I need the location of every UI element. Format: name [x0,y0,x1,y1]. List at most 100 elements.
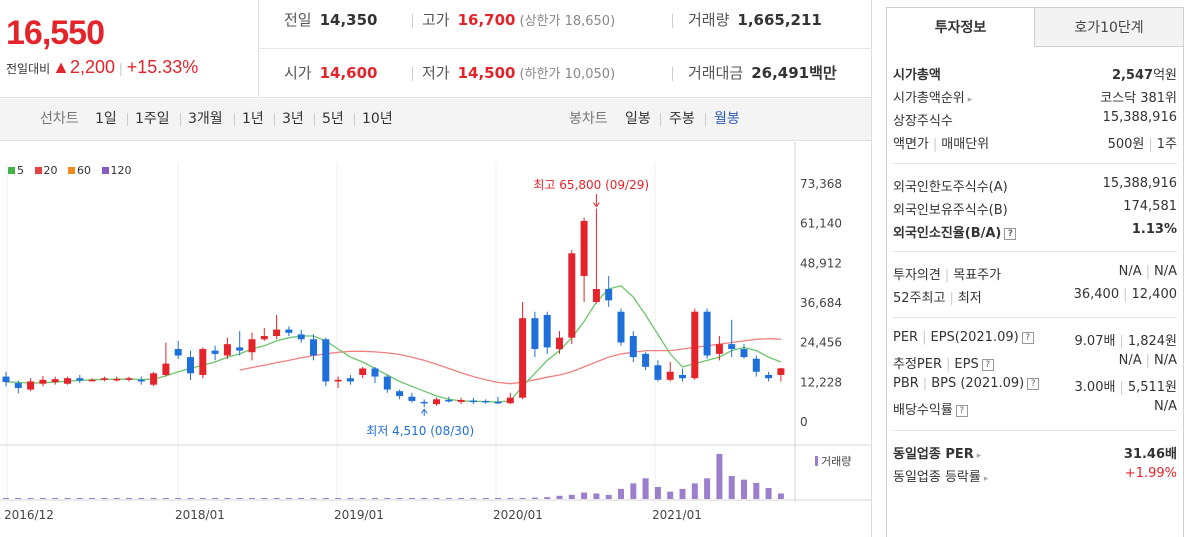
candle-body [728,344,736,350]
info-label[interactable]: 동일업종 PER ▸ [893,443,981,462]
help-icon[interactable]: ? [981,359,994,371]
candle-body [273,329,281,337]
candle [715,336,723,361]
legend-swatch [34,167,42,174]
candle-monthly-button[interactable]: 월봉 [714,111,740,127]
ma20-line [239,337,781,385]
volume-bar [765,487,772,499]
candle-body [629,336,637,358]
quote-prev: 전일 14,350 [284,11,378,29]
candle [642,352,650,371]
volume-bar [605,494,612,499]
legend-swatch [8,167,15,174]
info-value: N/A | N/A [1119,353,1177,368]
volume-bar [113,498,120,499]
chart-canvas[interactable]: 2016/12 2018/01 2019/01 2020/01 2021/01 73,36… [0,142,871,537]
info-label[interactable]: 추정PER | EPS? [893,353,994,372]
y-tick-label: 36,684 [800,296,842,310]
info-value-text: N/A [1118,353,1142,368]
info-label-text: 상장주식수 [893,114,953,129]
candle [359,366,367,379]
candle-body [506,397,514,404]
candle [199,347,207,379]
volume-bar [162,498,169,499]
info-label-text: 외국인한도주식수(A) [893,180,1008,195]
divider [672,67,673,81]
volume-bar [581,492,588,499]
period-1y-button[interactable]: 1년 [242,111,264,127]
info-row: 동일업종 등락률 ▸ +1.99% [893,463,1177,487]
divider: | [1145,264,1150,279]
help-icon[interactable]: ? [1021,332,1034,344]
volume-bar [76,498,83,499]
x-tick-label: 2021/01 [652,508,702,522]
candle-body [568,253,576,338]
period-5y-button[interactable]: 5년 [322,111,344,127]
divider: | [949,291,954,306]
candle [125,376,133,382]
info-label[interactable]: PER | EPS(2021.09)? [893,330,1034,345]
info-label[interactable]: 동일업종 등락률 ▸ [893,466,988,485]
candle-body [76,378,84,381]
info-value-text: 1,824원 [1127,334,1177,349]
period-10y-button[interactable]: 10년 [362,111,393,127]
price-summary: 16,550 전일대비 ▲2,200 | +15.33% [0,0,259,98]
info-value-text: 1주 [1156,137,1177,152]
candle [617,308,625,346]
high-annotation: 최고 65,800 (09/29) [533,178,649,192]
candle [174,340,182,359]
info-value: N/A [1154,399,1177,414]
info-row: PBR | BPS (2021.09)? 3.00배 | 5,511원 [893,373,1177,397]
info-row: 액면가 | 매매단위 500원 | 1주 [893,130,1177,154]
info-label: 시가총액 [893,64,941,83]
candle-weekly-button[interactable]: 주봉 [669,111,695,127]
period-1w-button[interactable]: 1주일 [135,111,170,127]
low-annotation: 최저 4,510 (08/30) [366,424,474,438]
info-label-text: 최저 [957,291,982,306]
volume-bar [482,498,489,499]
info-label[interactable]: 시가총액순위 ▸ [893,87,972,106]
candle [14,380,22,394]
candle [568,250,576,345]
info-label[interactable]: 외국인소진율(B/A)? [893,222,1017,241]
candle [691,308,699,380]
candle-body [408,396,416,401]
candle-body [580,220,588,277]
help-icon[interactable]: ? [955,405,968,417]
candle-body [494,401,502,404]
candle-daily-button[interactable]: 일봉 [625,111,651,127]
info-row: 추정PER | EPS? N/A | N/A [893,350,1177,374]
candle-body [162,363,170,375]
candle-body [260,336,268,340]
volume-bar [249,498,255,499]
quote-open: 시가 14,600 [284,64,378,82]
info-label-text: 배당수익률 [893,403,953,418]
info-label[interactable]: 배당수익률? [893,399,968,418]
info-label[interactable]: PBR | BPS (2021.09)? [893,376,1040,391]
divider [127,113,128,126]
info-row: 상장주식수 15,388,916 [893,107,1177,131]
tab-order-book[interactable]: 호가10단계 [1034,7,1184,47]
chart-legend: 5 20 60 120 [8,164,132,177]
info-value-text: +1.99% [1124,466,1177,481]
info-label: 액면가 | 매매단위 [893,133,989,152]
candle-body [703,311,711,356]
candle-body [605,288,613,301]
candle [346,374,354,385]
volume-bar [335,498,342,499]
info-value: 2,547억원 [1112,64,1177,83]
candle [51,376,59,385]
info-value-text: N/A [1154,353,1177,368]
info-row: 배당수익률? N/A [893,396,1177,420]
volume-bar [199,498,206,499]
tab-investment-info[interactable]: 투자정보 [886,7,1035,47]
period-3m-button[interactable]: 3개월 [188,111,223,127]
volume-bar [519,498,526,499]
help-icon[interactable]: ? [1004,228,1017,240]
candle [666,361,674,382]
period-1d-button[interactable]: 1일 [95,111,117,127]
help-icon[interactable]: ? [1027,378,1040,390]
candle-body [396,391,404,397]
period-3y-button[interactable]: 3년 [282,111,304,127]
volume-bar [15,498,22,499]
